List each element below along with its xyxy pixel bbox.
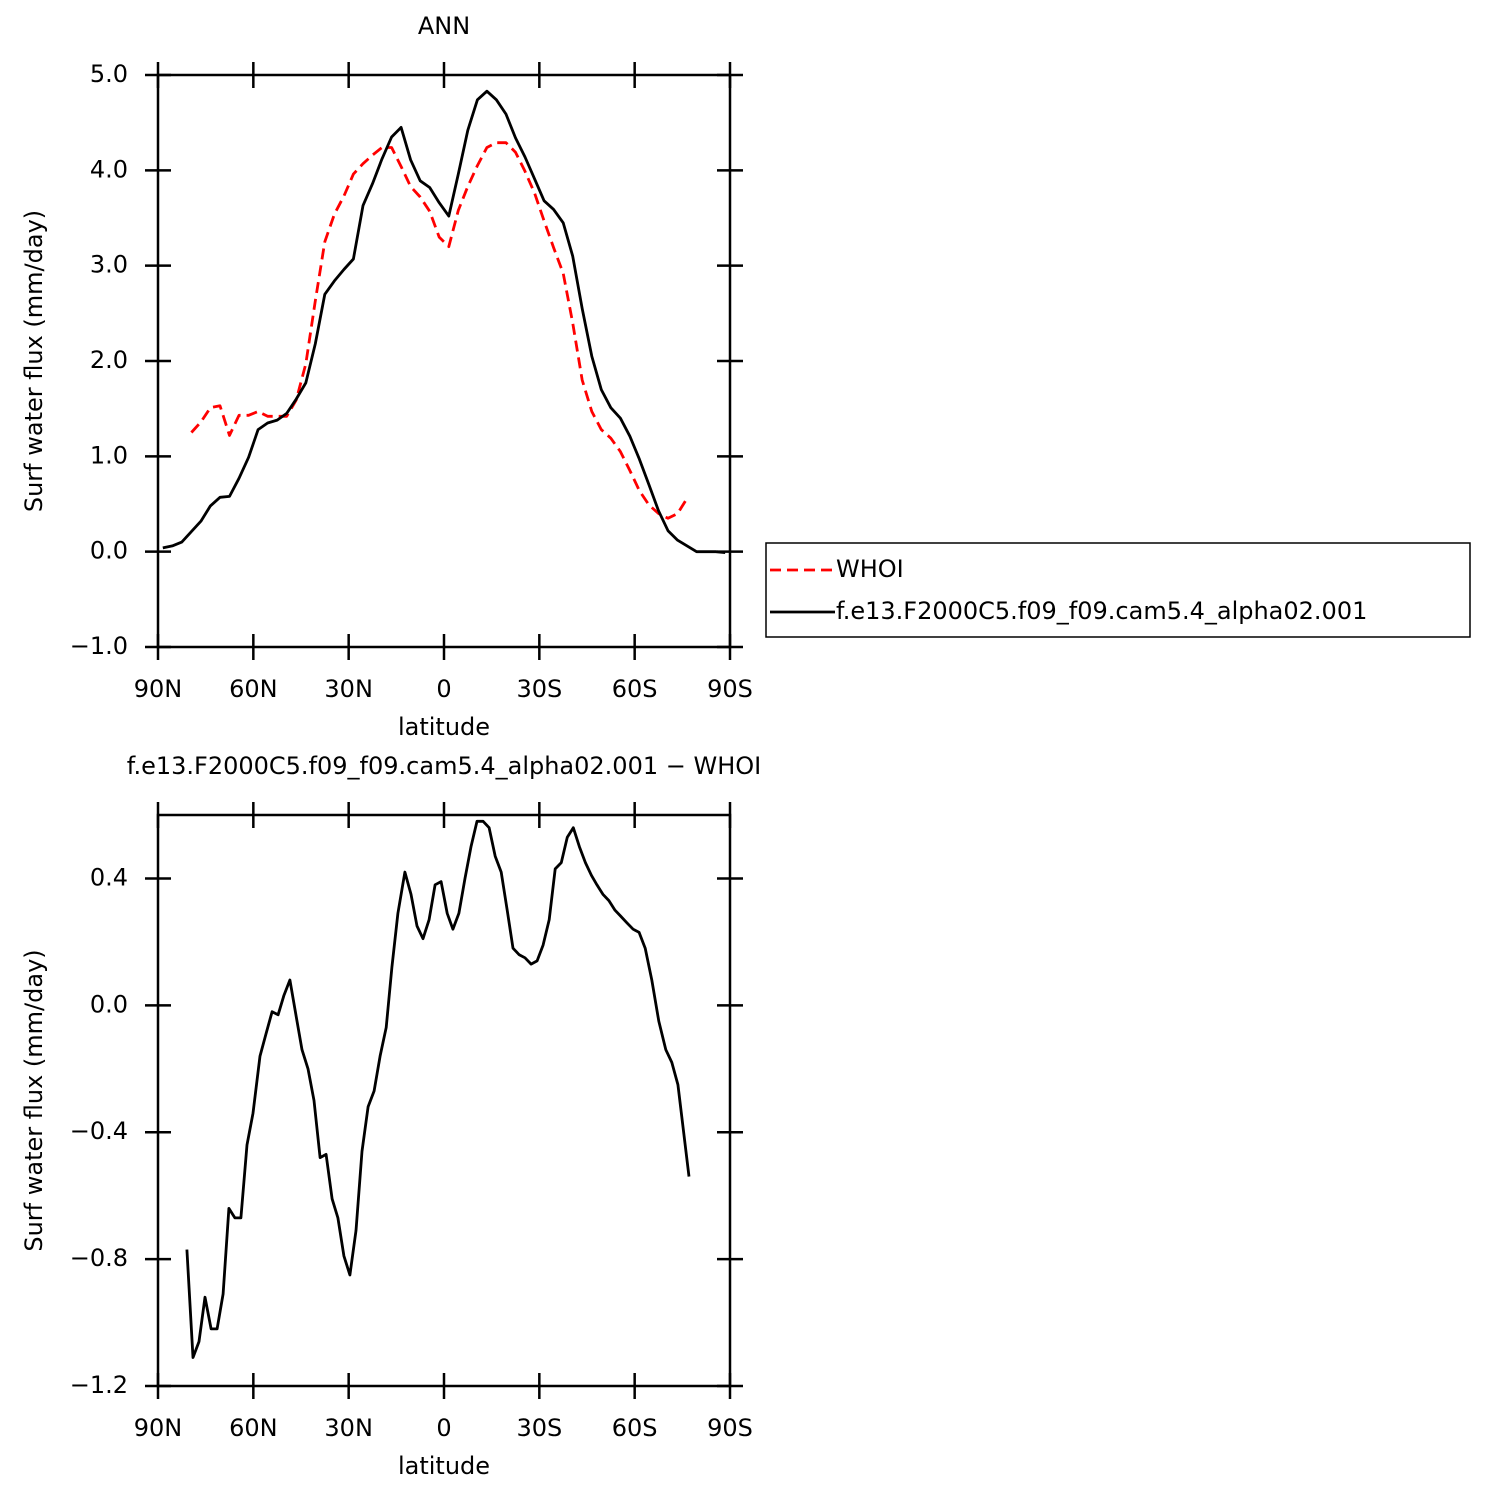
y-tick-label: 1.0 bbox=[90, 441, 128, 469]
x-tick-label: 90N bbox=[134, 675, 183, 703]
legend-box bbox=[765, 542, 1471, 638]
x-axis-label: latitude bbox=[398, 713, 490, 741]
x-tick-label: 30S bbox=[516, 1414, 562, 1442]
x-tick-label: 0 bbox=[436, 675, 451, 703]
data-line bbox=[190, 141, 689, 520]
x-tick-label: 0 bbox=[436, 1414, 451, 1442]
y-tick-label: 2.0 bbox=[90, 346, 128, 374]
y-tick-label: 0.0 bbox=[90, 537, 128, 565]
x-tick-label: 90S bbox=[707, 1414, 753, 1442]
plot-frame bbox=[156, 73, 732, 649]
y-tick-label: −1.0 bbox=[70, 632, 128, 660]
chart-title: f.e13.F2000C5.f09_f09.cam5.4_alpha02.001… bbox=[127, 752, 761, 780]
x-axis-label: latitude bbox=[398, 1452, 490, 1480]
y-axis-label: Surf water flux (mm/day) bbox=[20, 210, 48, 512]
chart-title: ANN bbox=[418, 12, 470, 40]
y-tick-label: 0.4 bbox=[90, 863, 128, 891]
y-tick-label: 5.0 bbox=[90, 60, 128, 88]
y-axis-label: Surf water flux (mm/day) bbox=[20, 949, 48, 1251]
x-tick-label: 90N bbox=[134, 1414, 183, 1442]
x-tick-label: 60S bbox=[612, 1414, 658, 1442]
x-tick-label: 60N bbox=[229, 675, 278, 703]
y-tick-label: −1.2 bbox=[70, 1371, 128, 1399]
legend-label: WHOI bbox=[836, 555, 904, 583]
y-tick-label: 3.0 bbox=[90, 251, 128, 279]
x-tick-label: 60N bbox=[229, 1414, 278, 1442]
y-tick-label: −0.4 bbox=[70, 1117, 128, 1145]
y-tick-label: 4.0 bbox=[90, 155, 128, 183]
x-tick-label: 30N bbox=[324, 1414, 373, 1442]
y-tick-label: 0.0 bbox=[90, 990, 128, 1018]
x-tick-label: 90S bbox=[707, 675, 753, 703]
legend-label: f.e13.F2000C5.f09_f09.cam5.4_alpha02.001 bbox=[836, 597, 1367, 625]
data-line bbox=[185, 819, 691, 1359]
x-tick-label: 30N bbox=[324, 675, 373, 703]
x-tick-label: 30S bbox=[516, 675, 562, 703]
y-tick-label: −0.8 bbox=[70, 1244, 128, 1272]
data-line bbox=[162, 89, 726, 554]
x-tick-label: 60S bbox=[612, 675, 658, 703]
